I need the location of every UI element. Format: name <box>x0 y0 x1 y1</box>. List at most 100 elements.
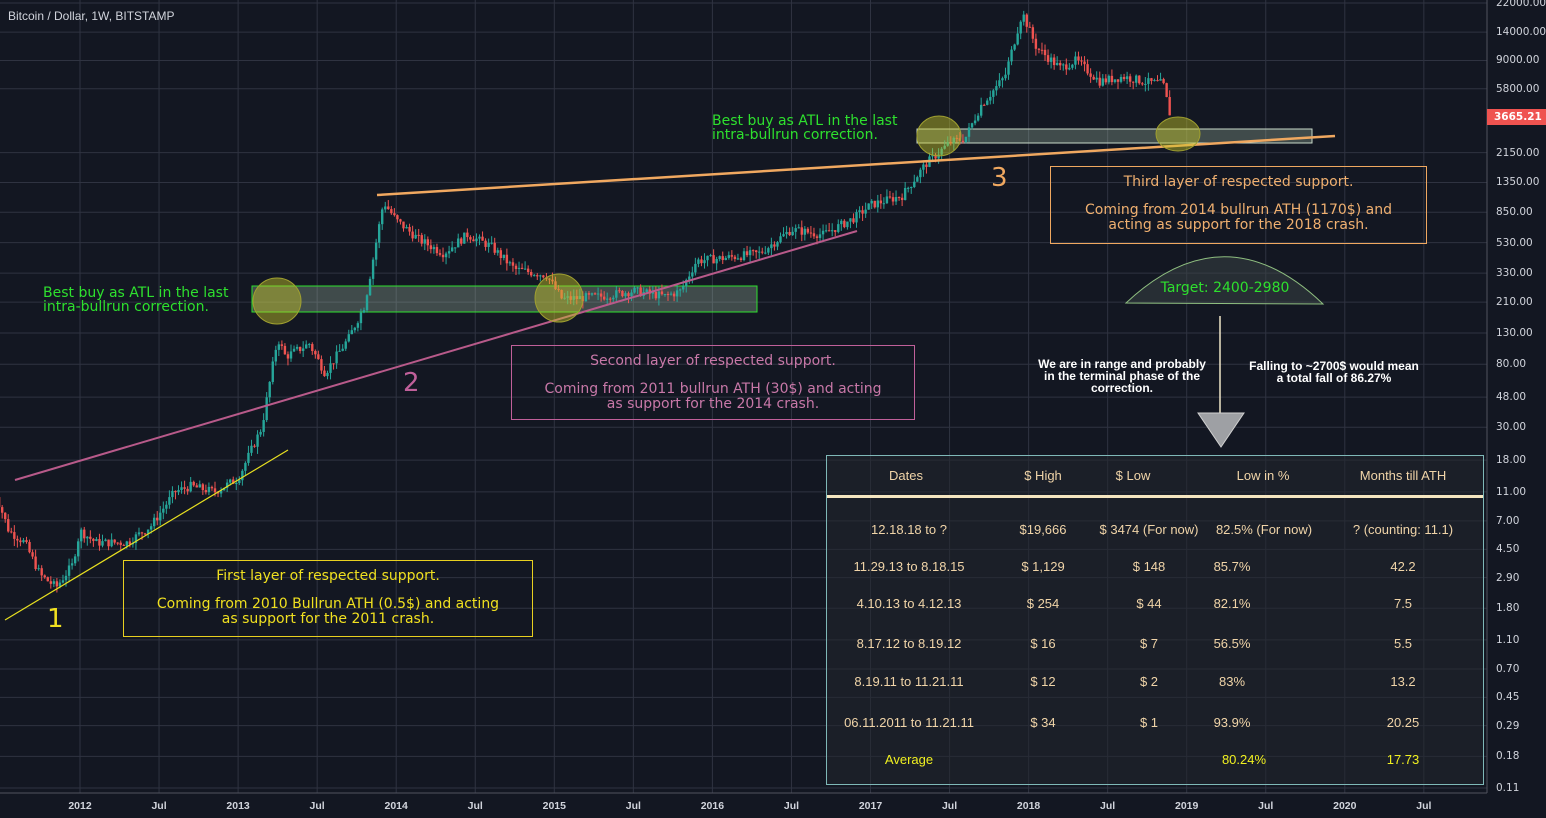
candle <box>913 174 916 189</box>
candle-body <box>815 236 819 238</box>
candle <box>1159 72 1162 81</box>
candle <box>502 254 506 261</box>
candle <box>621 290 624 298</box>
candle-body <box>955 137 959 139</box>
last-price-tag: 3665.21 <box>1487 109 1546 125</box>
candle-body <box>979 104 983 116</box>
candle-body <box>34 556 37 570</box>
candle-body <box>210 486 214 489</box>
candle <box>92 537 95 547</box>
candle <box>475 233 478 247</box>
price-tick-label: 9000.00 <box>1496 54 1540 67</box>
price-tick-label: 0.18 <box>1496 750 1520 763</box>
candle-body <box>338 350 341 352</box>
candle <box>955 134 959 143</box>
candle-body <box>1098 77 1101 86</box>
candle-body <box>855 212 858 223</box>
candle-body <box>1116 79 1120 82</box>
candle <box>368 276 372 296</box>
candle <box>800 220 803 242</box>
candle <box>61 574 65 584</box>
candle-body <box>785 231 788 235</box>
candle-body <box>633 287 636 293</box>
candle-body <box>189 481 192 492</box>
candle <box>739 256 743 263</box>
candle <box>70 558 74 570</box>
candle-body <box>329 363 332 373</box>
candle <box>1153 78 1156 82</box>
table-cell: ? (counting: 11.1) <box>1352 522 1454 537</box>
chart-title: Bitcoin / Dollar, 1W, BITSTAMP <box>8 9 175 23</box>
candle-body <box>672 293 676 297</box>
candle <box>627 291 630 304</box>
candle <box>362 307 366 314</box>
candle <box>779 232 782 244</box>
candle-body <box>983 104 986 106</box>
price-tick-label: 2.90 <box>1496 571 1520 584</box>
candle-body <box>739 258 743 260</box>
candle <box>694 257 697 276</box>
candle-body <box>335 351 338 364</box>
candle-body <box>767 248 770 253</box>
candle-body <box>943 145 946 149</box>
candle <box>1019 20 1022 40</box>
candle-body <box>174 490 177 493</box>
candle <box>940 146 943 161</box>
candle-body <box>1025 14 1028 27</box>
candle-body <box>399 219 402 222</box>
table-cell: 8.19.11 to 11.21.11 <box>854 674 964 689</box>
candle <box>244 461 247 476</box>
candle <box>198 480 201 488</box>
candle-body <box>818 234 822 238</box>
candle <box>1135 74 1138 87</box>
table-cell: $ 3474 (For now) <box>1099 522 1199 537</box>
candle-body <box>490 242 493 244</box>
candle <box>40 565 43 581</box>
candle <box>28 539 31 554</box>
candle-body <box>748 250 752 256</box>
candle-body <box>596 293 600 295</box>
candle-body <box>910 186 913 188</box>
candle-body <box>964 136 968 142</box>
candle <box>1104 74 1108 85</box>
candle <box>861 205 864 221</box>
candle <box>16 535 19 548</box>
candle <box>761 247 764 255</box>
candle <box>487 238 490 253</box>
candle-body <box>256 434 259 447</box>
candle <box>89 530 92 544</box>
candle-body <box>624 293 627 297</box>
candle <box>162 501 165 520</box>
candle <box>873 200 876 209</box>
candle-body <box>903 187 907 201</box>
candle <box>478 234 481 246</box>
candle-body <box>694 263 697 273</box>
candle <box>782 227 785 237</box>
candle <box>317 350 320 360</box>
candle <box>417 228 420 242</box>
candle <box>292 345 296 353</box>
candle <box>116 542 119 546</box>
candle <box>1001 76 1004 88</box>
candle-body <box>453 247 457 249</box>
candle-body <box>703 260 706 264</box>
table-cell: 20.25 <box>1386 715 1420 730</box>
candle-body <box>590 293 594 295</box>
candle-body <box>365 295 369 311</box>
candle <box>1034 33 1038 56</box>
layer2-box: Second layer of respected support. Comin… <box>511 345 915 420</box>
candle-body <box>408 226 411 232</box>
candle <box>715 256 718 271</box>
candle-body <box>1001 78 1004 81</box>
price-tick-label: 330.00 <box>1496 267 1533 280</box>
candle-body <box>584 293 588 302</box>
candle-body <box>751 250 755 252</box>
candle-body <box>429 245 433 250</box>
candle <box>414 229 417 240</box>
candle <box>867 203 870 210</box>
time-tick-label: Jul <box>1258 800 1274 812</box>
candle <box>1068 63 1071 71</box>
candle <box>733 254 737 262</box>
candle-body <box>1046 55 1050 62</box>
candle-body <box>292 348 296 352</box>
